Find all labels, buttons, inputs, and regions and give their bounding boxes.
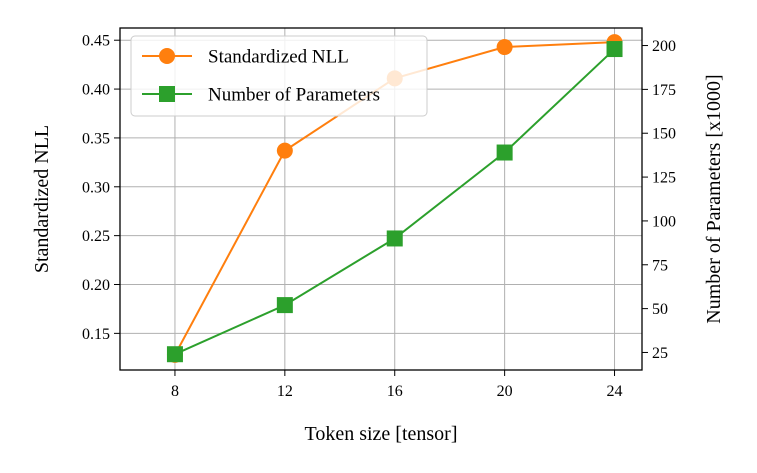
legend-label-params: Number of Parameters: [208, 85, 380, 106]
y2-tick-label: 25: [652, 345, 668, 362]
data-point-nll: [496, 39, 513, 56]
x-tick-label: 12: [277, 383, 293, 400]
x-axis-label: Token size [tensor]: [305, 423, 458, 445]
y2-tick-label: 150: [652, 126, 676, 143]
y-tick-label: 0.15: [82, 326, 110, 343]
legend-box: [130, 35, 428, 117]
y2-tick-label: 50: [652, 301, 668, 318]
y2-tick-label: 100: [652, 213, 676, 230]
y2-axis-label: Number of Parameters [x1000]: [703, 74, 725, 323]
legend-marker-nll: [159, 48, 175, 64]
y2-tick-label: 75: [652, 257, 668, 274]
data-point-params: [496, 144, 513, 161]
legend: Standardized NLL Number of Parameters: [130, 35, 428, 117]
y-axis-label: Standardized NLL: [31, 125, 53, 273]
legend-marker-params: [159, 86, 175, 102]
data-point-params: [166, 346, 183, 363]
y-tick-label: 0.45: [82, 33, 110, 50]
x-tick-label: 20: [497, 383, 513, 400]
y2-tick-label: 175: [652, 82, 676, 99]
y-tick-label: 0.20: [82, 277, 110, 294]
data-point-params: [276, 297, 293, 314]
data-point-params: [606, 41, 623, 58]
x-tick-label: 8: [171, 383, 179, 400]
data-point-params: [386, 230, 403, 247]
y2-tick-label: 125: [652, 170, 676, 187]
y2-tick-label: 200: [652, 38, 676, 55]
y-tick-label: 0.35: [82, 130, 110, 147]
data-point-nll: [276, 142, 293, 159]
ticks-layer: 8 12 16 20 24 0.15 0.20 0.25 0.30 0.35 0.40 0.45 25 5…: [82, 33, 676, 400]
legend-label-nll: Standardized NLL: [208, 47, 349, 68]
x-tick-label: 24: [607, 383, 623, 400]
x-tick-label: 16: [387, 383, 403, 400]
y-tick-label: 0.40: [82, 82, 110, 99]
plot-frame: [119, 27, 643, 371]
y-tick-label: 0.30: [82, 179, 110, 196]
y-tick-label: 0.25: [82, 228, 110, 245]
